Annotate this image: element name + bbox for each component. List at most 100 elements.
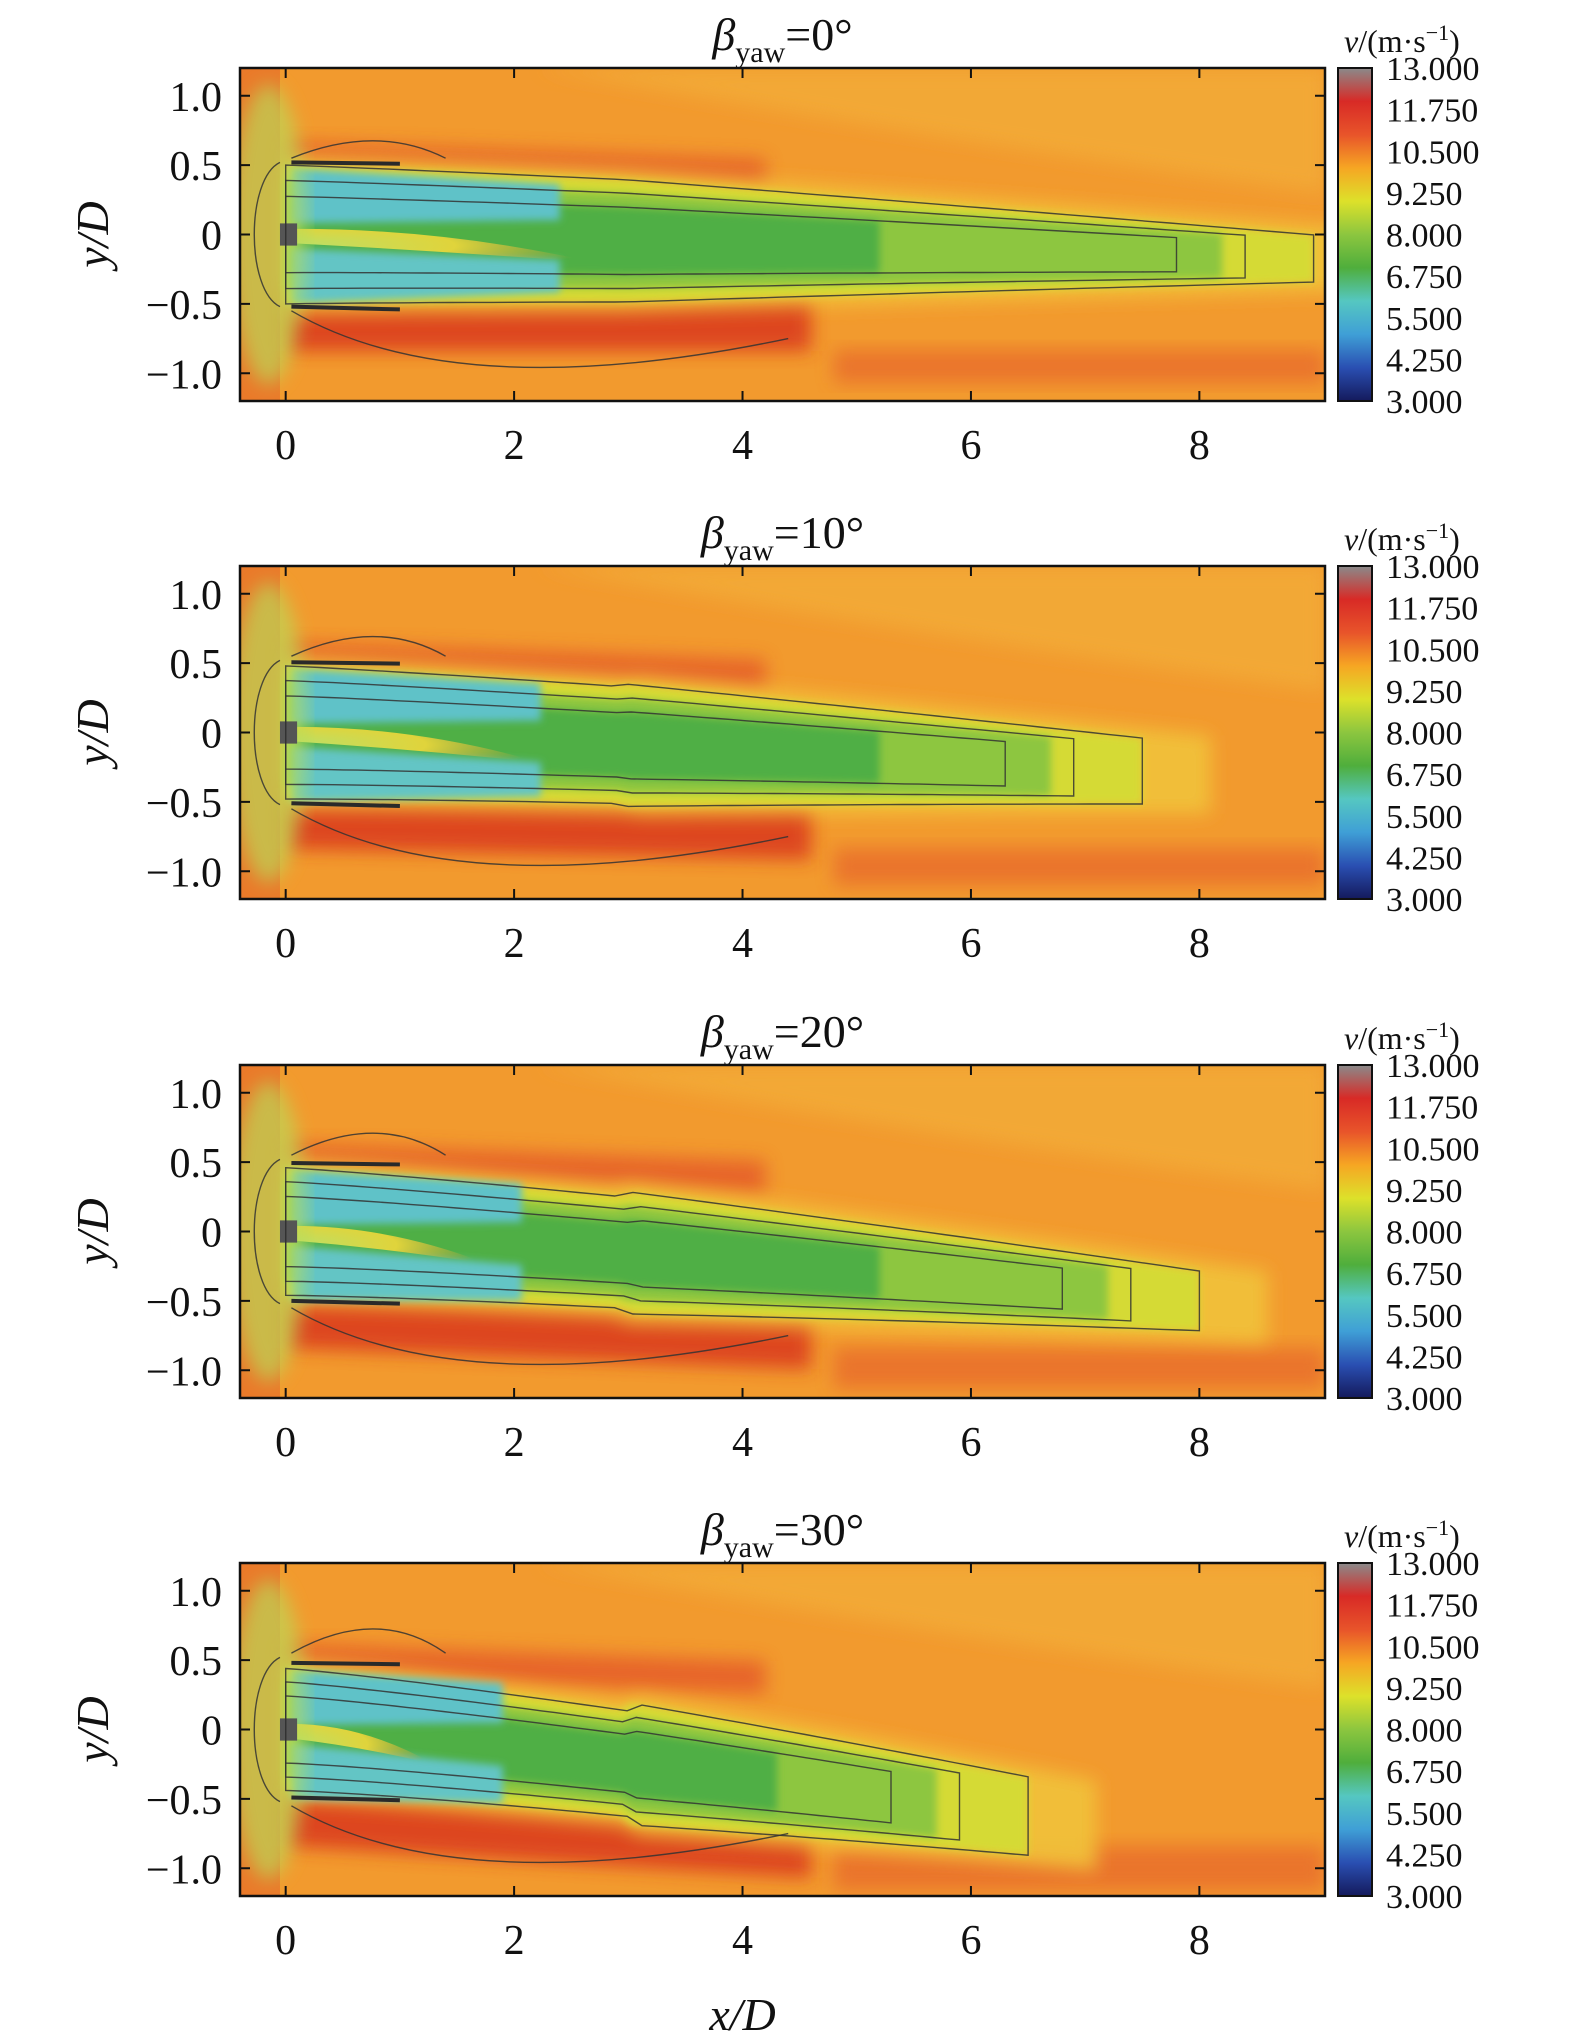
- upper-lobe: [291, 1670, 503, 1726]
- hub-jet: [285, 228, 595, 263]
- contour-line: [285, 164, 1315, 305]
- panel-title: βyaw=20°: [700, 1006, 864, 1066]
- colorbar-tick-label: 4.250: [1386, 342, 1463, 379]
- colorbar-tick-label: 5.500: [1386, 1298, 1463, 1335]
- contour-line: [285, 1667, 1029, 1856]
- x-tick-label: 8: [1189, 921, 1210, 967]
- y-tick-label: 1.0: [170, 75, 223, 121]
- colorbar-tick-label: 6.750: [1386, 1256, 1463, 1293]
- blade-lower: [291, 304, 400, 312]
- y-tick-label: −1.0: [146, 1349, 222, 1395]
- colorbar-tick-label: 11.750: [1386, 93, 1478, 130]
- colorbar: [1337, 67, 1373, 402]
- colorbar-tick-label: 8.000: [1386, 1713, 1463, 1750]
- upper-lobe: [291, 668, 541, 724]
- x-tick-label: 0: [275, 1420, 296, 1466]
- hub: [279, 1220, 298, 1243]
- colorbar-tick-label: 11.750: [1386, 591, 1478, 628]
- colorbar-label: v/(m·s−1): [1344, 1017, 1460, 1056]
- colorbar-tick-label: 10.500: [1386, 134, 1480, 171]
- panel-1: 0 2 4 6 8 1.0 0.5 0 −0.5 −1.0 y/D βyaw=10° v/(m·s−1)…: [67, 507, 1480, 967]
- colorbar-tick-label: 13.000: [1386, 549, 1480, 586]
- blade-lower: [291, 1298, 400, 1306]
- colorbar-tick-label: 9.250: [1386, 1173, 1463, 1210]
- y-axis-label: y/D: [67, 201, 118, 271]
- x-tick-label: 2: [504, 1420, 525, 1466]
- y-tick-label: 0.5: [170, 1639, 223, 1685]
- y-tick-label: −1.0: [146, 850, 222, 896]
- panel-2: 0 2 4 6 8 1.0 0.5 0 −0.5 −1.0 y/D βyaw=20° v/(m·s−1)…: [67, 1006, 1480, 1466]
- contour-line: [291, 1307, 789, 1366]
- panel-title: βyaw=30°: [700, 1504, 864, 1564]
- contour-line: [285, 1681, 961, 1841]
- colorbar-tick-label: 11.750: [1386, 1588, 1478, 1625]
- y-tick-label: 0: [201, 712, 222, 758]
- colorbar-tick-label: 4.250: [1386, 840, 1463, 877]
- contour-line: [285, 1195, 1063, 1310]
- colorbar-tick-label: 4.250: [1386, 1339, 1463, 1376]
- x-tick-label: 4: [732, 921, 753, 967]
- y-tick-label: 1.0: [170, 1072, 223, 1118]
- colorbar-tick-label: 6.750: [1386, 1754, 1463, 1791]
- hub: [279, 223, 298, 246]
- colorbar-tick-label: 10.500: [1386, 632, 1480, 669]
- colorbar-tick-label: 3.000: [1386, 882, 1463, 919]
- panel-3: 0 2 4 6 8 1.0 0.5 0 −0.5 −1.0 y/D βyaw=30° v/(m·s−1)…: [67, 1504, 1480, 1964]
- colorbar-tick-label: 9.250: [1386, 176, 1463, 213]
- contour-line: [253, 161, 281, 308]
- colorbar-tick-label: 11.750: [1386, 1090, 1478, 1127]
- colorbar-tick-label: 6.750: [1386, 259, 1463, 296]
- field-0: [240, 68, 1325, 401]
- field-2: [240, 1065, 1325, 1398]
- hub-jet: [285, 1225, 488, 1264]
- colorbar: [1337, 1562, 1373, 1897]
- contour-line: [285, 679, 1075, 797]
- lower-lobe: [291, 248, 560, 304]
- colorbar-tick-label: 4.250: [1386, 1837, 1463, 1874]
- x-tick-label: 0: [275, 423, 296, 469]
- x-tick-label: 4: [732, 423, 753, 469]
- hub: [279, 1718, 298, 1741]
- upper-lobe: [291, 1169, 522, 1225]
- y-axis-label: y/D: [67, 1198, 118, 1268]
- colorbar-tick-label: 3.000: [1386, 1879, 1463, 1916]
- colorbar: [1337, 565, 1373, 900]
- colorbar-tick-label: 8.000: [1386, 218, 1463, 255]
- colorbar-label: v/(m·s−1): [1344, 20, 1460, 59]
- hub-jet: [285, 726, 541, 763]
- x-tick-label: 0: [275, 921, 296, 967]
- y-tick-label: 0.5: [170, 1141, 223, 1187]
- colorbar-tick-label: 5.500: [1386, 301, 1463, 338]
- x-axis-label: x/D: [708, 1989, 775, 2040]
- x-tick-label: 8: [1189, 1918, 1210, 1964]
- colorbar-tick-label: 3.000: [1386, 384, 1463, 421]
- contour-line: [253, 659, 281, 806]
- field-1: [240, 566, 1325, 899]
- colorbar-tick-label: 8.000: [1386, 716, 1463, 753]
- colorbar-tick-label: 13.000: [1386, 1048, 1480, 1085]
- x-tick-label: 8: [1189, 423, 1210, 469]
- field-3: [240, 1563, 1325, 1896]
- x-tick-label: 8: [1189, 1420, 1210, 1466]
- y-tick-label: 0.5: [170, 642, 223, 688]
- y-tick-label: 0.5: [170, 144, 223, 190]
- blade-upper: [291, 660, 400, 666]
- y-tick-label: 0: [201, 1709, 222, 1755]
- colorbar-tick-label: 5.500: [1386, 799, 1463, 836]
- y-tick-label: −1.0: [146, 352, 222, 398]
- x-tick-label: 6: [960, 921, 981, 967]
- contour-line: [291, 808, 789, 867]
- contour-line: [285, 1695, 892, 1824]
- colorbar-tick-label: 9.250: [1386, 1671, 1463, 1708]
- hub: [279, 721, 298, 744]
- contour-line: [285, 1166, 1201, 1332]
- contour-line: [291, 1805, 789, 1864]
- upper-lobe: [291, 168, 560, 224]
- y-tick-label: 1.0: [170, 573, 223, 619]
- y-axis-label: y/D: [67, 1696, 118, 1766]
- y-tick-label: −0.5: [146, 283, 222, 329]
- colorbar-tick-label: 9.250: [1386, 674, 1463, 711]
- y-tick-label: −0.5: [146, 781, 222, 827]
- y-axis-label: y/D: [67, 699, 118, 769]
